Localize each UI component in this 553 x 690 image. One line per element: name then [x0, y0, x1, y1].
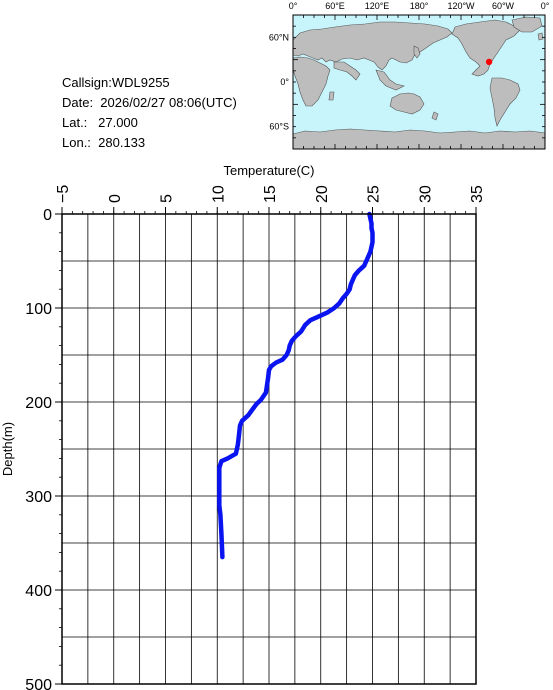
- map-frame-ticks: [292, 14, 546, 150]
- map-marker: [485, 58, 493, 66]
- map-top-tick-label: 60°E: [325, 1, 345, 11]
- map-top-tick-label: 0°: [289, 1, 298, 11]
- date-label: Date: 2026/02/27 08:06(UTC): [62, 95, 237, 110]
- map-top-tick-label: 120°E: [365, 1, 390, 11]
- station-marker: [485, 58, 493, 66]
- land-uk: [537, 32, 544, 41]
- map-top-tick-label: 0°: [541, 1, 550, 11]
- map-left-labels: 60°N 0° 60°S: [269, 32, 290, 131]
- land-antarctica: [292, 128, 546, 150]
- map-left-tick-label: 60°N: [269, 32, 289, 42]
- land-india: [333, 61, 361, 81]
- map-top-tick-label: 180°: [410, 1, 429, 11]
- map-top-labels: 0° 60°E 120°E 180° 120°W 60°W 0°: [289, 1, 550, 11]
- land-australia: [389, 92, 425, 115]
- land-japan: [413, 45, 421, 59]
- land-africa: [292, 56, 331, 107]
- map-left-tick-label: 0°: [280, 77, 289, 87]
- land-seasia: [375, 69, 405, 91]
- callsign-label: Callsign:WDL9255: [62, 75, 170, 90]
- station-info: Callsign:WDL9255 Date: 2026/02/27 08:06(…: [62, 73, 237, 153]
- land-south-america: [489, 77, 521, 127]
- land-newzealand: [431, 111, 439, 121]
- lat-label: Lat.: 27.000: [62, 115, 138, 130]
- land-greenland: [511, 16, 543, 33]
- map-left-tick-label: 60°S: [269, 122, 289, 132]
- lon-label: Lon.: 280.133: [62, 135, 146, 150]
- land-madagascar: [328, 91, 335, 101]
- map-top-tick-label: 60°W: [492, 1, 515, 11]
- map-land: [292, 16, 546, 150]
- land-north-america: [451, 19, 521, 77]
- land-eurasia: [292, 21, 453, 71]
- map-top-tick-label: 120°W: [447, 1, 475, 11]
